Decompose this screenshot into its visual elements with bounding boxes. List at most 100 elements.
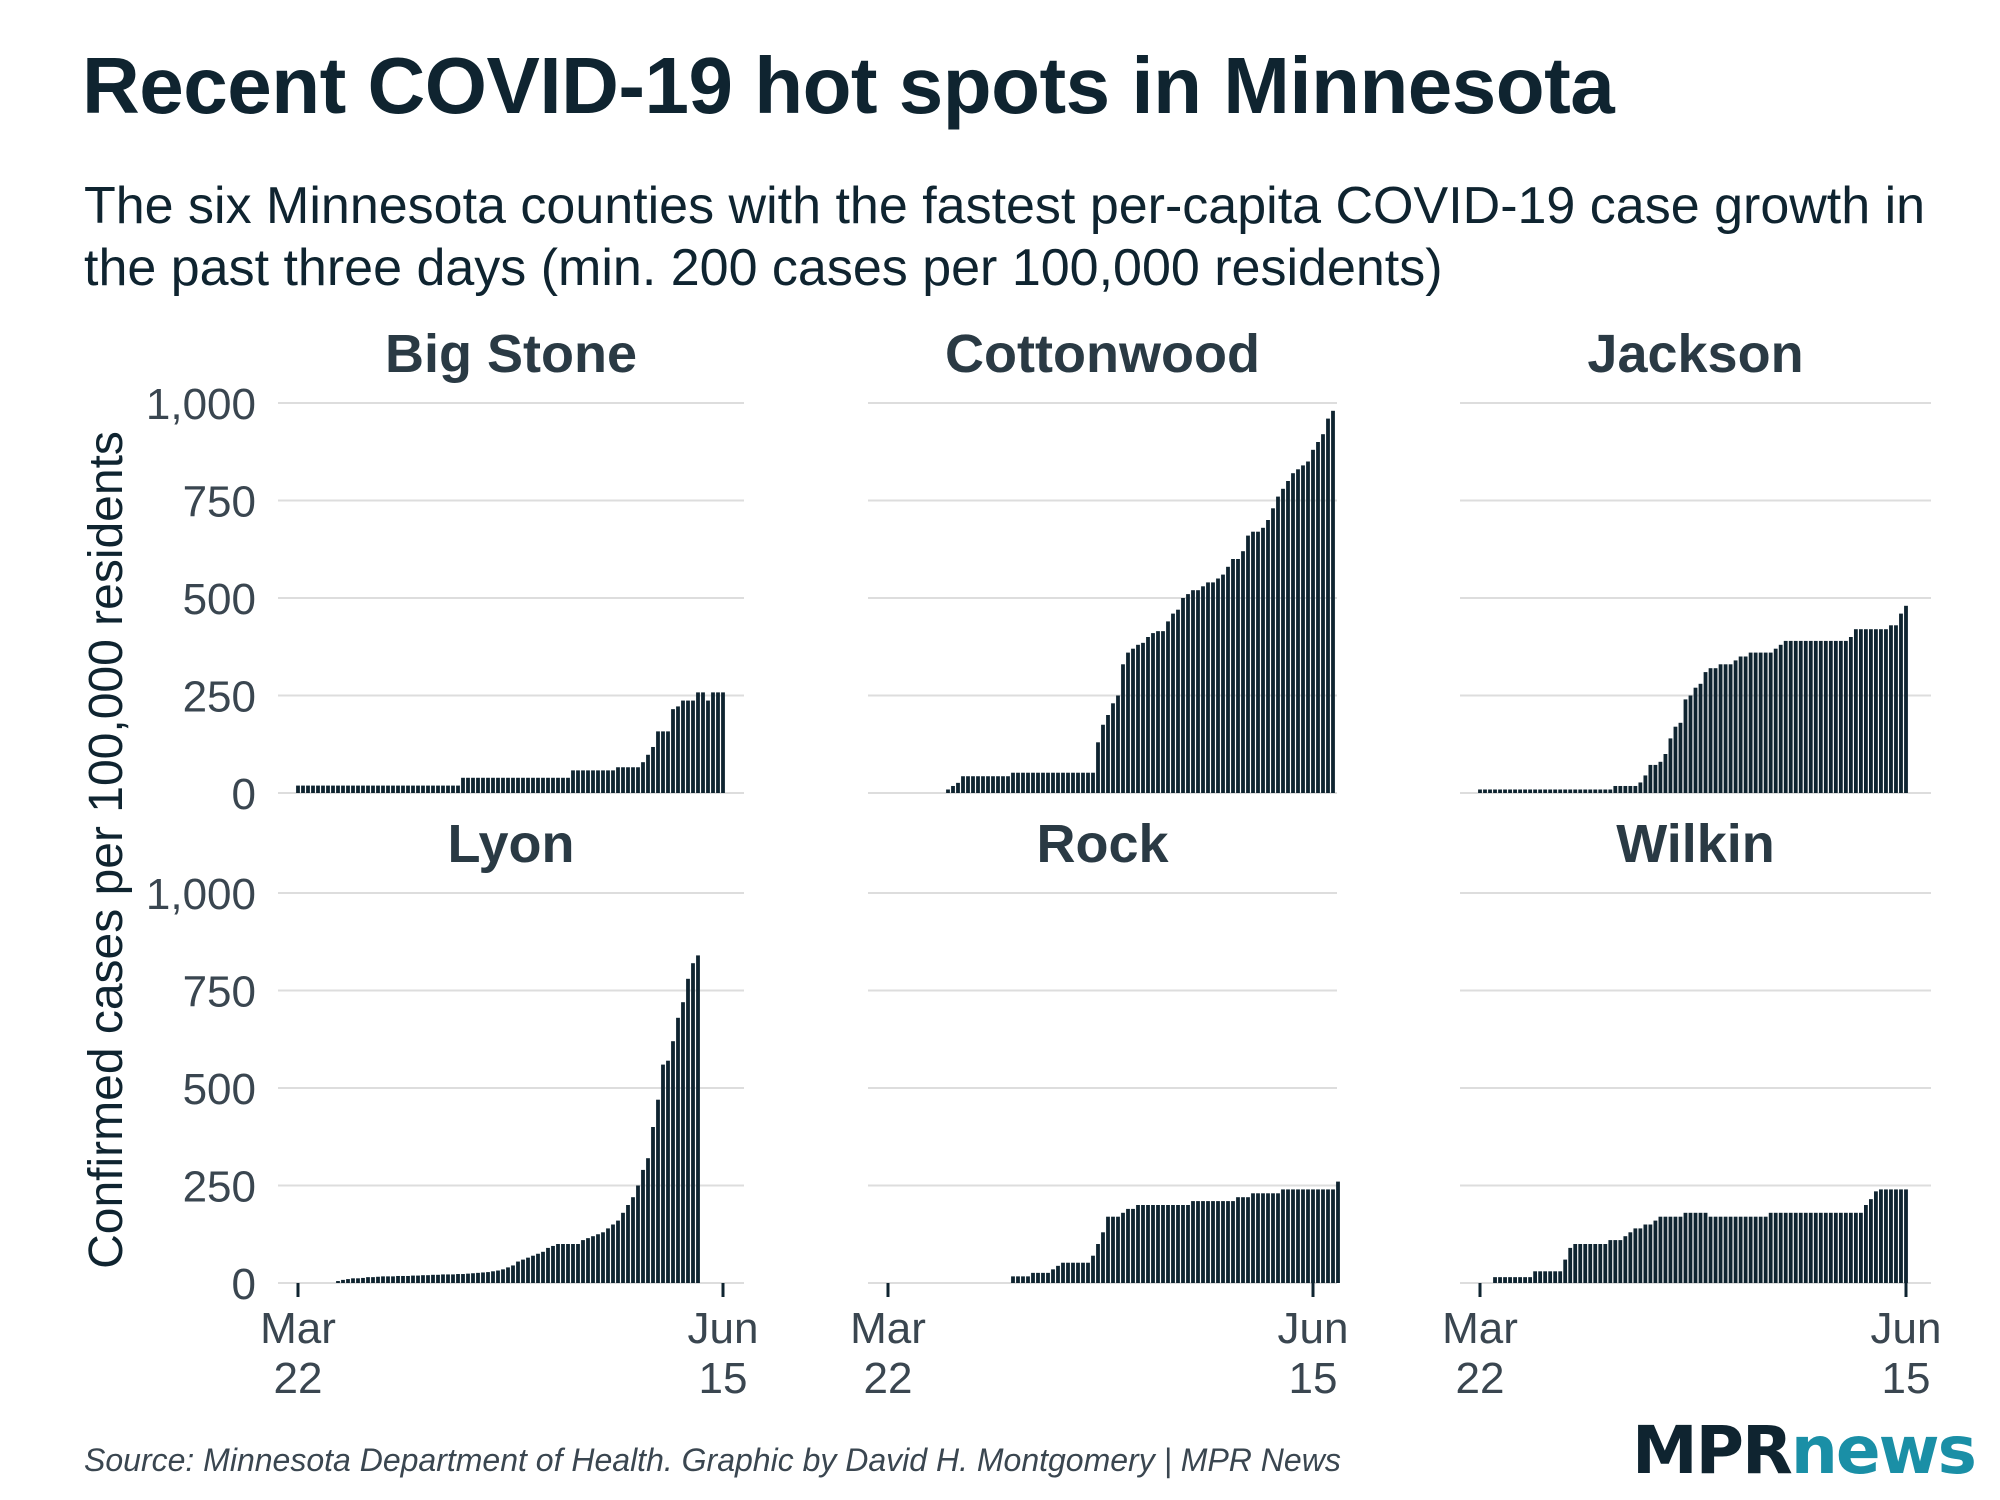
bar [1608,789,1613,793]
bar [1498,789,1502,793]
bar [1733,1216,1738,1283]
bar [1186,594,1190,793]
bar [1663,754,1668,793]
bar [566,1244,570,1283]
bar [521,1259,525,1283]
bar [431,785,435,793]
bar [1733,660,1738,793]
bar [1281,1189,1285,1283]
bar [441,785,445,793]
bar [371,1277,375,1283]
bar [686,700,690,793]
bar [1613,785,1618,793]
x-tick-label-month: Jun [1278,1304,1349,1353]
bar [486,1272,490,1283]
x-tick-label-day: 15 [699,1354,748,1400]
facet-title: Rock [1036,814,1169,874]
bar [686,978,690,1283]
bar [1788,640,1793,793]
bar [1578,789,1583,793]
bar [1743,656,1748,793]
bar [1111,1216,1115,1283]
bar [701,692,705,793]
bar [1838,1212,1843,1283]
bar [1241,551,1245,793]
bar [1778,1212,1783,1283]
facet-title: Lyon [448,814,575,874]
bar [1011,1276,1015,1283]
bar [1643,775,1648,793]
bar [1833,1212,1838,1283]
bar [661,731,665,793]
bar [1181,598,1185,793]
x-tick-label-month: Mar [260,1304,336,1353]
bar [1638,782,1643,793]
bar [1823,640,1828,793]
bar [1563,1259,1568,1283]
bar [1166,1205,1170,1283]
bar [1493,1277,1497,1283]
bar [1693,687,1698,793]
bar [1488,789,1492,793]
bar [1813,640,1818,793]
bar [1206,582,1210,793]
bar [1693,1212,1698,1283]
bar [1276,496,1280,793]
y-tick-label: 1,000 [146,870,256,919]
bar [1543,1271,1548,1283]
bar [621,1212,625,1283]
bar [376,785,380,793]
bar [1798,1212,1803,1283]
bar [1513,789,1517,793]
x-tick-label-month: Mar [850,1304,926,1353]
bar [1889,1189,1893,1283]
bar [1678,1216,1683,1283]
bar [1121,1212,1125,1283]
bar [991,776,995,793]
bar [356,785,360,793]
bar [1101,724,1105,793]
bar [626,1205,630,1283]
x-tick-label-day: 15 [1289,1354,1338,1400]
bar [1161,1205,1165,1283]
y-axis-label: Confirmed cases per 100,000 residents [80,431,133,1269]
bar [1583,789,1588,793]
bar [1598,1244,1603,1283]
bar [581,770,585,793]
bar [1573,1244,1578,1283]
bar [1678,722,1683,793]
bar [1858,1212,1863,1283]
y-tick-label: 1,000 [146,380,256,429]
bar [1593,1244,1598,1283]
bar [581,1240,585,1283]
bar [426,785,430,793]
bar [546,777,550,793]
bar [1703,672,1708,793]
bar [1226,1201,1230,1283]
bar [516,777,520,793]
bar [446,1274,450,1283]
y-tick-label: 750 [183,968,256,1017]
x-tick-label-month: Jun [688,1304,759,1353]
bar [1508,1277,1512,1283]
bar [1116,695,1120,793]
bar [1793,1212,1798,1283]
y-tick-label: 0 [232,1260,256,1309]
bar [1673,726,1678,793]
bar [366,1277,370,1283]
bar [1086,1262,1090,1283]
bar [691,963,695,1283]
mpr-news-logo: MPRnews [1632,1418,1977,1484]
bar [626,767,630,793]
bar [451,785,455,793]
bar [1246,535,1250,793]
bar [1166,621,1170,793]
bar [561,777,565,793]
bar [1016,772,1020,793]
bar [1728,664,1733,793]
bar [1748,652,1753,793]
bar [1633,785,1638,793]
bar [1076,1262,1080,1283]
bar [1271,1193,1275,1283]
bar [1211,582,1215,793]
